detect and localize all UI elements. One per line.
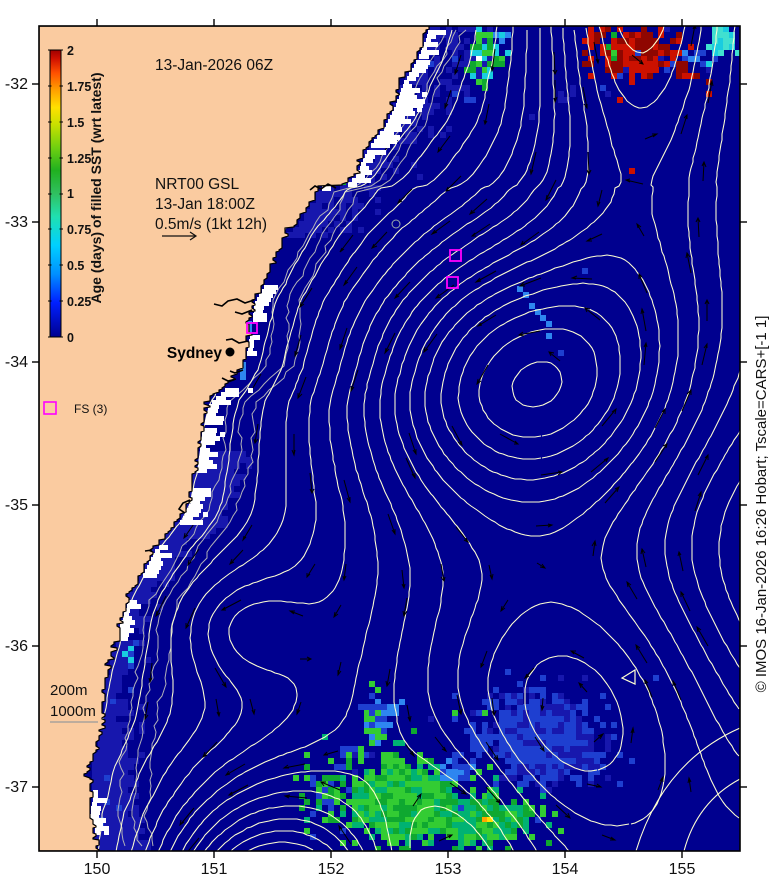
svg-text:0.25: 0.25 <box>67 295 91 309</box>
svg-text:© IMOS 16-Jan-2026 16:26 Hobar: © IMOS 16-Jan-2026 16:26 Hobart; Tscale=… <box>753 316 770 693</box>
svg-text:Age (days) of filled SST (wrt: Age (days) of filled SST (wrt latest) <box>88 72 104 303</box>
svg-text:152: 152 <box>318 861 345 878</box>
svg-text:200m: 200m <box>50 682 88 699</box>
svg-text:151: 151 <box>201 861 228 878</box>
svg-text:Sydney: Sydney <box>167 345 223 362</box>
svg-text:-35: -35 <box>5 497 28 514</box>
svg-text:1.75: 1.75 <box>67 80 91 94</box>
svg-text:150: 150 <box>84 861 111 878</box>
svg-text:-37: -37 <box>5 779 28 796</box>
svg-text:-34: -34 <box>5 354 28 371</box>
svg-text:154: 154 <box>552 861 579 878</box>
svg-text:155: 155 <box>669 861 696 878</box>
svg-text:NRT00 GSL: NRT00 GSL <box>155 176 240 193</box>
svg-text:13-Jan-2026 06Z: 13-Jan-2026 06Z <box>155 57 273 74</box>
svg-text:0: 0 <box>67 331 74 345</box>
svg-text:1.25: 1.25 <box>67 152 91 166</box>
svg-text:-36: -36 <box>5 638 28 655</box>
svg-text:13-Jan 18:00Z: 13-Jan 18:00Z <box>155 196 255 213</box>
svg-text:153: 153 <box>435 861 462 878</box>
svg-text:-33: -33 <box>5 214 28 231</box>
svg-text:0.75: 0.75 <box>67 223 91 237</box>
svg-text:0.5: 0.5 <box>67 259 84 273</box>
svg-text:2: 2 <box>67 44 74 58</box>
svg-text:0.5m/s (1kt 12h): 0.5m/s (1kt 12h) <box>155 216 267 233</box>
svg-text:1.5: 1.5 <box>67 116 84 130</box>
svg-text:FS (3): FS (3) <box>74 402 107 416</box>
svg-text:-32: -32 <box>5 76 28 93</box>
svg-text:1: 1 <box>67 187 74 201</box>
svg-text:1000m: 1000m <box>50 703 96 720</box>
